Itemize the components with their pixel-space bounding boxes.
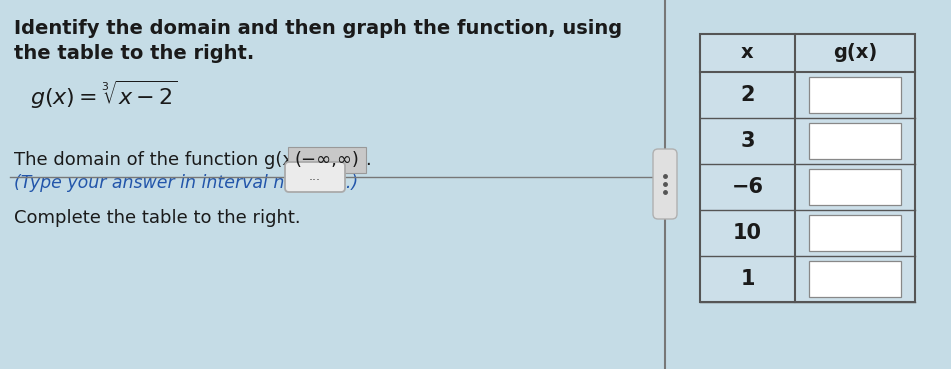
Text: 10: 10 [733,223,762,243]
Text: −6: −6 [731,177,764,197]
Text: The domain of the function g(x) is: The domain of the function g(x) is [14,151,326,169]
Text: (Type your answer in interval notation.): (Type your answer in interval notation.) [14,174,359,192]
Text: 2: 2 [740,85,755,105]
Bar [809,169,901,205]
Text: ...: ... [309,170,321,183]
Bar [809,77,901,113]
Text: 1: 1 [740,269,755,289]
Text: .: . [365,151,371,169]
Bar [700,34,915,302]
Text: (−∞,∞): (−∞,∞) [295,151,359,169]
Bar [809,123,901,159]
Text: g(x): g(x) [833,44,877,62]
FancyBboxPatch shape [288,147,366,173]
Text: x: x [741,44,754,62]
FancyBboxPatch shape [653,149,677,219]
Text: 3: 3 [740,131,755,151]
Text: $g(x) = \sqrt[3]{x-2}$: $g(x) = \sqrt[3]{x-2}$ [30,79,178,111]
Text: the table to the right.: the table to the right. [14,44,254,63]
FancyBboxPatch shape [285,162,345,192]
Bar [809,215,901,251]
Bar [809,261,901,297]
Text: Complete the table to the right.: Complete the table to the right. [14,209,301,227]
Text: Identify the domain and then graph the function, using: Identify the domain and then graph the f… [14,19,622,38]
